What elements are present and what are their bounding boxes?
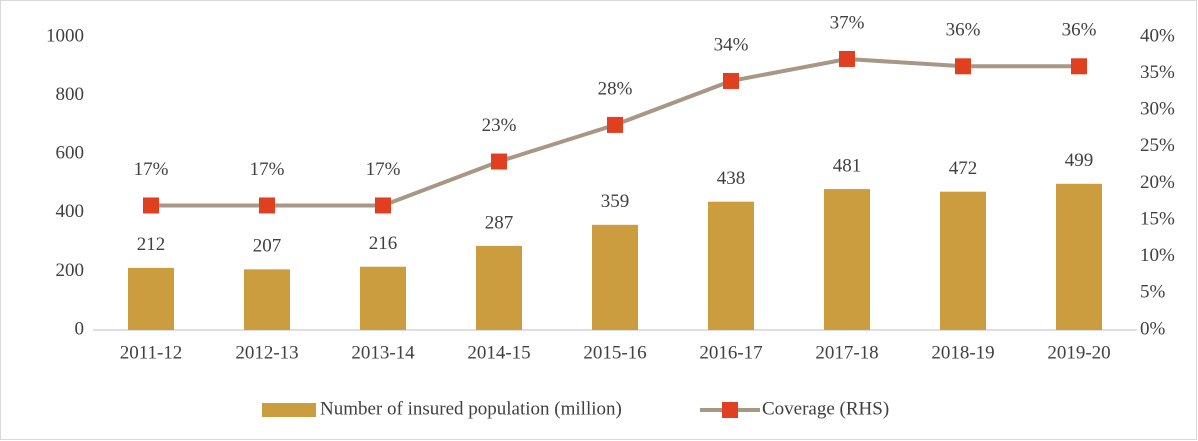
- marker: [259, 197, 275, 214]
- marker: [143, 197, 159, 214]
- legend-marker: [722, 402, 738, 418]
- bar-value-label: 287: [485, 212, 514, 233]
- line-value-label: 34%: [714, 34, 749, 55]
- bar: [360, 266, 406, 330]
- y-tick-label: 600: [56, 143, 85, 164]
- marker: [491, 153, 507, 170]
- marker: [839, 50, 855, 67]
- x-tick-label: 2016-17: [699, 342, 762, 363]
- line-value-label: 17%: [134, 159, 169, 180]
- bar-value-label: 359: [601, 191, 630, 212]
- y2-tick-label: 5%: [1140, 282, 1166, 303]
- line-value-label: 17%: [366, 159, 401, 180]
- bar: [592, 224, 638, 330]
- bar: [476, 245, 522, 330]
- y2-tick-label: 35%: [1140, 62, 1175, 83]
- bar: [708, 201, 754, 330]
- y2-tick-label: 15%: [1140, 208, 1175, 229]
- bar: [128, 267, 174, 330]
- bar: [244, 269, 290, 330]
- y-tick-label: 800: [56, 84, 85, 105]
- line-value-label: 37%: [830, 12, 865, 33]
- line-value-label: 36%: [1062, 20, 1097, 41]
- bar-value-label: 207: [253, 236, 282, 257]
- legend-label: Number of insured population (million): [320, 398, 622, 419]
- bar: [1056, 183, 1102, 330]
- legend-swatch: [262, 403, 316, 417]
- bar-value-label: 472: [949, 158, 978, 179]
- y2-tick-label: 40%: [1140, 25, 1175, 46]
- legend-label: Coverage (RHS): [762, 398, 889, 419]
- bar-value-label: 481: [833, 155, 862, 176]
- y2-tick-label: 25%: [1140, 135, 1175, 156]
- bar: [824, 189, 870, 330]
- line-value-label: 23%: [482, 115, 517, 136]
- x-tick-label: 2017-18: [815, 342, 878, 363]
- bar-value-label: 438: [717, 168, 746, 189]
- marker: [1071, 58, 1087, 75]
- y2-tick-label: 20%: [1140, 172, 1175, 193]
- marker: [723, 72, 739, 89]
- marker: [955, 58, 971, 75]
- y-tick-label: 200: [56, 260, 85, 281]
- line-value-label: 36%: [946, 20, 981, 41]
- y2-tick-label: 0%: [1140, 318, 1166, 339]
- bar-value-label: 499: [1065, 150, 1094, 171]
- x-tick-label: 2013-14: [351, 342, 415, 363]
- y-tick-label: 1000: [46, 25, 84, 46]
- marker: [375, 197, 391, 214]
- line-value-label: 28%: [598, 78, 633, 99]
- y2-tick-label: 10%: [1140, 245, 1175, 266]
- x-tick-label: 2018-19: [931, 342, 994, 363]
- x-tick-label: 2011-12: [120, 342, 183, 363]
- y-tick-label: 0: [75, 318, 85, 339]
- y2-tick-label: 30%: [1140, 99, 1175, 120]
- line-value-label: 17%: [250, 159, 285, 180]
- x-tick-label: 2012-13: [235, 342, 298, 363]
- x-tick-label: 2014-15: [467, 342, 530, 363]
- bar-value-label: 212: [137, 234, 166, 255]
- x-tick-label: 2015-16: [583, 342, 646, 363]
- bar-value-label: 216: [369, 233, 398, 254]
- marker: [607, 116, 623, 133]
- bar: [940, 191, 986, 330]
- x-tick-label: 2019-20: [1047, 342, 1110, 363]
- y-tick-label: 400: [56, 201, 85, 222]
